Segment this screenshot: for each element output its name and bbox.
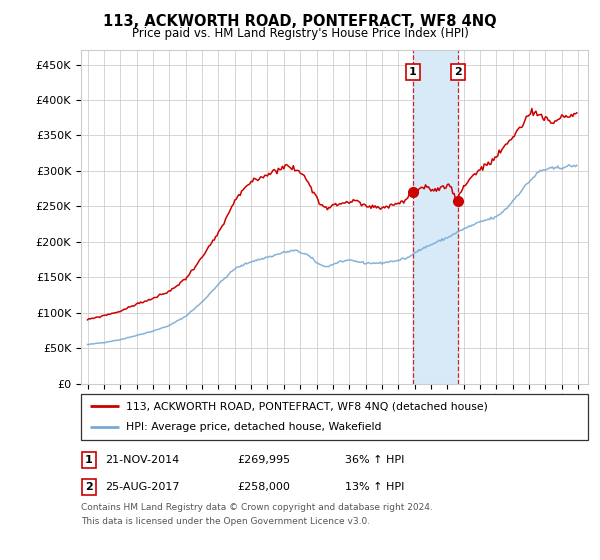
Text: This data is licensed under the Open Government Licence v3.0.: This data is licensed under the Open Gov… — [81, 517, 370, 526]
Text: 1: 1 — [85, 455, 92, 465]
Text: 36% ↑ HPI: 36% ↑ HPI — [345, 455, 404, 465]
Text: HPI: Average price, detached house, Wakefield: HPI: Average price, detached house, Wake… — [125, 422, 381, 432]
Text: 13% ↑ HPI: 13% ↑ HPI — [345, 482, 404, 492]
Bar — [413, 50, 458, 384]
Text: 1: 1 — [409, 67, 416, 77]
Text: 2: 2 — [454, 67, 461, 77]
FancyBboxPatch shape — [81, 394, 588, 440]
Text: 2: 2 — [85, 482, 92, 492]
Text: £258,000: £258,000 — [237, 482, 290, 492]
Text: 113, ACKWORTH ROAD, PONTEFRACT, WF8 4NQ: 113, ACKWORTH ROAD, PONTEFRACT, WF8 4NQ — [103, 14, 497, 29]
Text: £269,995: £269,995 — [237, 455, 290, 465]
Text: 25-AUG-2017: 25-AUG-2017 — [105, 482, 179, 492]
Text: Contains HM Land Registry data © Crown copyright and database right 2024.: Contains HM Land Registry data © Crown c… — [81, 503, 433, 512]
Text: Price paid vs. HM Land Registry's House Price Index (HPI): Price paid vs. HM Land Registry's House … — [131, 27, 469, 40]
Text: 113, ACKWORTH ROAD, PONTEFRACT, WF8 4NQ (detached house): 113, ACKWORTH ROAD, PONTEFRACT, WF8 4NQ … — [125, 401, 487, 411]
Text: 21-NOV-2014: 21-NOV-2014 — [105, 455, 179, 465]
